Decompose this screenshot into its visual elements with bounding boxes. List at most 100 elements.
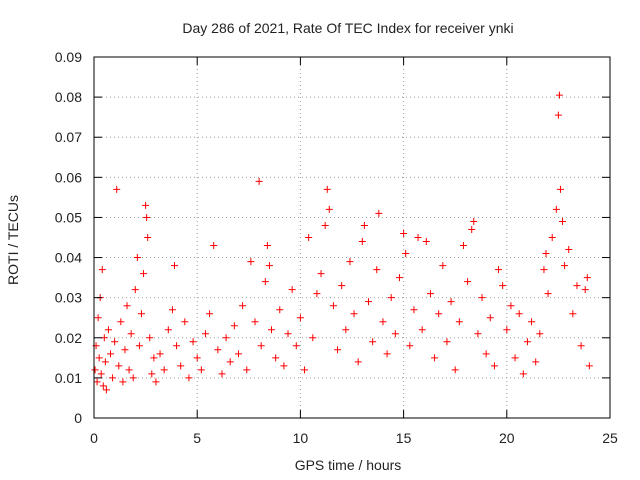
data-point xyxy=(418,326,426,334)
data-point xyxy=(387,294,395,302)
y-tick-label: 0.08 xyxy=(55,89,82,105)
data-point xyxy=(528,318,536,326)
data-point xyxy=(474,330,482,338)
data-point xyxy=(226,358,234,366)
data-point xyxy=(280,362,288,370)
data-point xyxy=(532,358,540,366)
data-point xyxy=(334,346,342,354)
data-point xyxy=(577,342,585,350)
data-point xyxy=(193,354,201,362)
data-point xyxy=(140,270,148,278)
data-point xyxy=(309,334,317,342)
data-point xyxy=(470,217,478,225)
data-point xyxy=(346,258,354,266)
data-point xyxy=(515,310,523,318)
data-point xyxy=(119,378,127,386)
data-point xyxy=(569,310,577,318)
grid xyxy=(94,57,610,418)
data-point xyxy=(313,290,321,298)
data-point xyxy=(148,370,156,378)
x-tick-label: 20 xyxy=(499,430,515,446)
data-point xyxy=(234,350,242,358)
data-point xyxy=(321,221,329,229)
data-point xyxy=(519,370,527,378)
data-point xyxy=(323,185,331,193)
data-point xyxy=(168,306,176,314)
data-point xyxy=(160,366,168,374)
data-point xyxy=(410,306,418,314)
x-tick-label: 5 xyxy=(193,430,201,446)
data-point xyxy=(317,270,325,278)
data-point xyxy=(338,282,346,290)
data-point xyxy=(301,366,309,374)
data-point xyxy=(354,358,362,366)
data-point xyxy=(555,91,563,99)
data-point xyxy=(468,225,476,233)
data-point xyxy=(585,362,593,370)
data-point xyxy=(127,330,135,338)
y-tick-label: 0.01 xyxy=(55,370,82,386)
data-point xyxy=(243,366,251,374)
data-point xyxy=(455,318,463,326)
y-axis-label: ROTI / TECUs xyxy=(5,195,21,285)
data-point xyxy=(113,185,121,193)
data-point xyxy=(101,358,109,366)
data-point xyxy=(478,294,486,302)
data-point xyxy=(451,366,459,374)
x-tick-label: 25 xyxy=(602,430,618,446)
y-tick-label: 0.04 xyxy=(55,250,82,266)
chart-title: Day 286 of 2021, Rate Of TEC Index for r… xyxy=(182,20,513,36)
data-point xyxy=(360,221,368,229)
data-point xyxy=(523,338,531,346)
data-point xyxy=(143,213,151,221)
data-point xyxy=(111,338,119,346)
data-point xyxy=(439,262,447,270)
data-point xyxy=(375,209,383,217)
data-point xyxy=(251,318,259,326)
data-point xyxy=(561,262,569,270)
data-point xyxy=(95,354,103,362)
data-point xyxy=(170,262,178,270)
data-point xyxy=(261,278,269,286)
data-point xyxy=(257,342,265,350)
data-point xyxy=(556,185,564,193)
axis-ticks: 0 0.01 0.02 0.03 0.04 0.05 0.06 0.07 0.08 0.09 0 5 1… xyxy=(55,49,618,446)
data-point xyxy=(268,326,276,334)
data-point xyxy=(414,234,422,241)
x-tick-label: 0 xyxy=(90,430,98,446)
data-point xyxy=(93,378,101,386)
data-point xyxy=(573,282,581,290)
data-point xyxy=(503,326,511,334)
y-tick-label: 0.06 xyxy=(55,169,82,185)
data-point xyxy=(206,310,214,318)
data-point xyxy=(99,382,107,390)
data-point xyxy=(123,302,131,310)
data-point xyxy=(125,366,133,374)
data-point xyxy=(406,342,414,350)
plot-area-border xyxy=(93,56,611,419)
data-point xyxy=(104,326,112,334)
data-point xyxy=(117,318,125,326)
data-point xyxy=(255,177,263,185)
data-point xyxy=(350,310,358,318)
data-point xyxy=(109,374,117,382)
data-point xyxy=(447,298,455,306)
data-point xyxy=(189,338,197,346)
y-tick-label: 0.02 xyxy=(55,330,82,346)
data-point xyxy=(222,334,230,342)
data-point xyxy=(247,258,255,266)
data-point xyxy=(263,242,271,250)
y-tick-label: 0.09 xyxy=(55,49,82,65)
data-point xyxy=(495,266,503,274)
y-tick-label: 0.03 xyxy=(55,290,82,306)
data-point xyxy=(131,286,139,294)
data-point xyxy=(210,242,218,250)
data-point xyxy=(272,354,280,362)
data-point xyxy=(150,354,158,362)
data-point xyxy=(94,314,102,322)
data-point xyxy=(552,205,560,213)
x-tick-label: 15 xyxy=(396,430,412,446)
data-point xyxy=(305,234,313,241)
data-point xyxy=(146,334,154,342)
data-point xyxy=(265,262,273,270)
